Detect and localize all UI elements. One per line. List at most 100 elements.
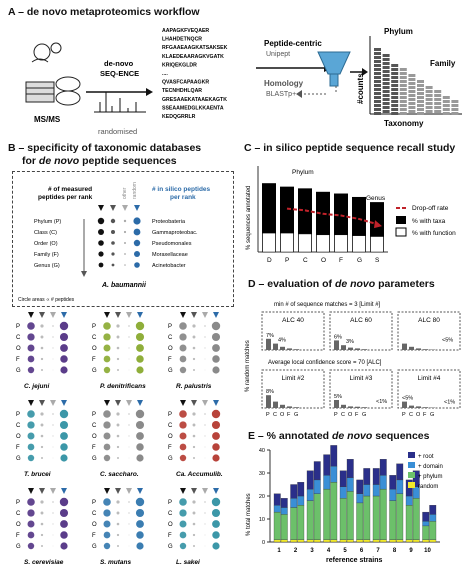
stacked-bar-segment [389,488,397,501]
stacked-bar-segment [313,461,321,481]
taxonomy-bar-segment [399,88,407,91]
species-name: C. saccharo. [100,471,139,478]
random-match-bar [362,349,367,350]
dropoff-line [286,207,378,226]
species-circle [52,325,54,327]
stacked-bar-segment [330,482,338,540]
stacked-bar-segment [422,521,430,527]
species-circle [40,346,44,350]
species-circle [59,321,69,331]
stacked-bar-segment [356,502,364,540]
taxonomy-bar-segment [417,88,424,91]
species-circle [40,500,44,504]
rank-circle [123,219,127,223]
x-category-label: F [355,412,359,418]
species-circle [135,420,145,430]
species-circle [135,508,145,518]
taxonomy-bar-segment [417,96,424,99]
species-circle [179,355,187,363]
species-circle [116,346,120,350]
genus-annotation: Genus [366,195,386,202]
stacked-bar-segment [323,539,331,543]
taxonomy-bar-segment [374,96,381,99]
taxonomy-bar-segment [374,100,381,103]
species-circle [40,533,44,537]
species-circle [60,531,68,539]
species-circle [27,410,35,418]
taxon-label: Pseudomonales [152,241,192,247]
column-marker [61,312,67,318]
species-circle [117,545,119,547]
random-match-bar [287,348,292,350]
column-marker [202,488,208,494]
legend-taxa: % with taxa [412,218,446,225]
column-marker [180,400,186,406]
species-circle [136,454,144,462]
species-circle [128,435,130,437]
species-circle [128,424,130,426]
x-category-label: G [362,412,366,418]
parameter-chart-title: ALC 80 [418,317,440,324]
taxonomy-bar-segment [391,88,399,91]
rank-circle [111,241,115,245]
taxonomy-bar-segment [374,56,381,59]
taxonomy-bar-segment [382,94,390,97]
species-circle [60,542,68,550]
species-circle [27,333,35,341]
species-circle [193,369,195,371]
species-circle [128,457,130,459]
species-circle [204,413,206,415]
taxonomy-bar-segment [442,100,450,103]
y-tick-label: 20 [259,494,265,500]
rank-circle [98,262,104,268]
rank-letter: G [92,544,97,550]
rank-letter: P [92,412,96,418]
stacked-bar-segment [356,479,364,494]
taxonomy-bar-segment [374,64,381,67]
y-tick-label: 10 [259,517,265,523]
species-circle [179,366,187,374]
random-match-bar [273,401,278,408]
species-circle [211,409,221,419]
rank-letter: G [168,368,173,374]
species-circle [192,511,196,515]
species-circle [27,366,35,374]
sequence-line: KRIQEKGLDR [162,62,197,68]
taxonomy-bar-segment [382,82,390,85]
taxonomy-bar-segment [408,78,416,81]
rank-circle [123,230,127,234]
species-circle [212,520,220,528]
stacked-bar-segment [290,484,298,499]
stacked-bar-segment [330,465,338,483]
species-circle [179,542,187,550]
stacked-bar-segment [429,514,437,522]
bar-annotation: <1% [444,400,455,406]
rank-letter: P [92,324,96,330]
species-circle [179,509,187,517]
panel-e-title: E – % annotated de novo sequences [248,430,430,442]
sequence-line: LHAHDETNQCR [162,37,202,43]
x-category-label: O [280,412,285,418]
sequence-line: SSEAAMEDGLKKAENTA [162,105,224,111]
species-circle [128,501,130,503]
rank-letter: G [16,456,21,462]
rank-letter: G [92,456,97,462]
rank-letter: P [16,500,20,506]
sequence-line: AAPAGKFVEQAER [162,28,209,34]
column-marker [28,312,34,318]
species-circle [211,420,221,430]
random-match-bar [362,407,367,408]
species-circle [103,454,111,462]
species-circle [103,366,111,374]
stacked-bar-segment [363,539,371,543]
column-marker [191,488,197,494]
x-category-label: G [430,412,434,418]
column-marker [180,312,186,318]
taxonomy-bar-segment [399,76,407,79]
column-marker [39,312,45,318]
panel-a-title: A – de novo metaproteomics workflow [8,6,200,18]
stacked-bar-segment [297,539,305,543]
taxonomy-bar-segment [374,88,381,91]
bar-annotation: 4% [278,338,286,344]
